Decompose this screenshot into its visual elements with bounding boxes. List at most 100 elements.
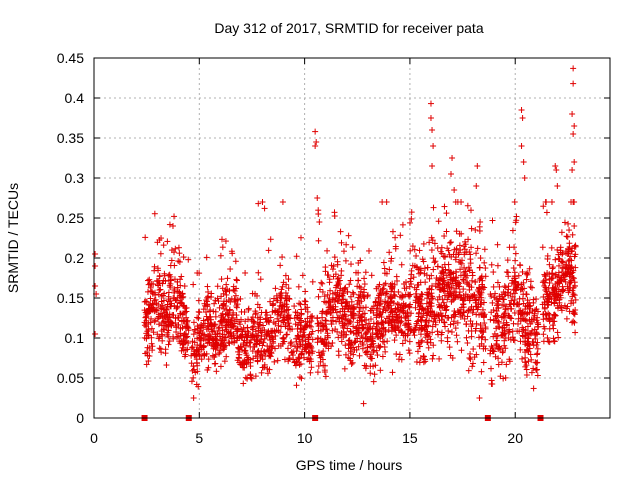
data-point: [328, 321, 335, 328]
data-point: [371, 371, 378, 378]
data-point: [406, 350, 413, 357]
data-point: [231, 339, 238, 346]
data-point: [501, 283, 508, 290]
data-point: [468, 225, 475, 232]
data-point: [291, 303, 298, 310]
data-point: [244, 354, 251, 361]
data-point: [447, 171, 454, 177]
data-point: [188, 344, 195, 351]
data-point: [358, 298, 365, 305]
data-point: [530, 385, 537, 392]
data-point: [244, 328, 251, 335]
data-point: [165, 323, 172, 330]
data-point: [363, 316, 370, 323]
data-point: [228, 295, 235, 302]
data-point: [401, 280, 408, 287]
data-point: [172, 297, 179, 304]
data-point: [171, 249, 178, 256]
data-point: [342, 257, 349, 264]
data-point: [399, 221, 406, 228]
data-point: [407, 275, 414, 282]
data-point: [150, 329, 157, 336]
data-point: [361, 281, 368, 288]
data-point: [202, 302, 209, 309]
data-point: [160, 277, 167, 284]
data-point: [359, 325, 366, 332]
data-point: [194, 314, 201, 321]
data-point: [286, 296, 293, 303]
data-point: [226, 306, 233, 313]
data-point: [365, 247, 372, 254]
data-point: [221, 316, 228, 323]
data-point: [167, 262, 174, 269]
data-point: [339, 292, 346, 299]
data-point: [307, 369, 314, 376]
data-point: [207, 307, 214, 314]
data-point: [284, 345, 291, 352]
data-point: [250, 355, 257, 362]
data-point: [151, 267, 158, 274]
data-point: [194, 323, 201, 330]
data-point: [257, 319, 264, 326]
data-point: [380, 259, 387, 266]
data-point: [473, 183, 480, 189]
data-point: [185, 325, 192, 332]
data-point: [372, 325, 379, 332]
data-point: [402, 337, 409, 344]
y-tick-label: 0: [76, 410, 84, 426]
data-point: [255, 323, 262, 330]
data-point: [393, 312, 400, 319]
data-point: [279, 335, 286, 342]
data-point: [533, 296, 540, 303]
data-point: [189, 344, 196, 351]
data-point: [446, 344, 453, 351]
data-point: [218, 276, 225, 283]
data-point: [240, 361, 247, 368]
data-point: [230, 322, 237, 329]
data-point: [159, 332, 166, 339]
data-point: [389, 369, 396, 376]
data-point: [260, 348, 267, 355]
data-point: [229, 250, 236, 257]
data-point: [469, 277, 476, 284]
data-point: [293, 253, 300, 260]
data-point: [274, 315, 281, 322]
data-point: [167, 284, 174, 291]
data-point: [517, 262, 524, 269]
data-point: [223, 326, 230, 333]
data-point: [147, 284, 154, 291]
data-point: [248, 317, 255, 324]
data-point: [277, 342, 284, 349]
data-point: [314, 335, 321, 342]
data-point: [224, 319, 231, 326]
data-point: [454, 338, 461, 345]
data-point: [258, 309, 265, 316]
data-point: [312, 128, 319, 135]
data-point: [306, 350, 313, 357]
data-point: [300, 354, 307, 361]
data-point: [476, 227, 483, 234]
data-point: [329, 327, 336, 334]
data-point: [168, 257, 175, 264]
data-point: [570, 131, 577, 137]
data-point: [494, 279, 501, 286]
data-point: [163, 322, 170, 329]
data-point: [240, 324, 247, 331]
data-point: [393, 332, 400, 339]
data-point: [303, 348, 310, 355]
data-point: [320, 348, 327, 355]
data-point: [194, 342, 201, 349]
data-point: [171, 213, 178, 220]
data-point: [143, 298, 150, 305]
data-point: [151, 318, 158, 325]
data-point: [193, 356, 200, 363]
data-point: [569, 111, 576, 117]
data-point: [143, 335, 150, 342]
data-point: [269, 344, 276, 351]
data-point: [548, 199, 555, 205]
data-point: [216, 333, 223, 340]
data-point: [367, 333, 374, 340]
data-point: [416, 359, 423, 366]
data-point: [222, 287, 229, 294]
data-point: [334, 289, 341, 296]
